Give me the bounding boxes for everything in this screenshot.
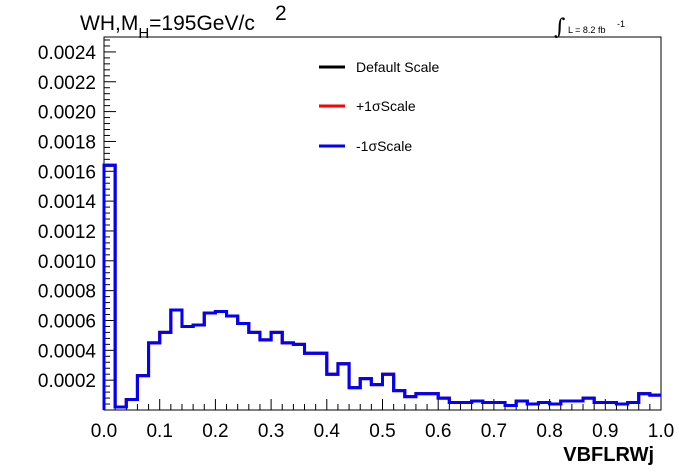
x-tick-label: 0.9 <box>592 421 618 442</box>
luminosity-superscript: -1 <box>617 19 625 29</box>
y-tick-label: 0.0020 <box>38 103 96 124</box>
x-tick-label: 0.8 <box>536 421 562 442</box>
y-tick-label: 0.0010 <box>38 252 96 273</box>
y-tick-label: 0.0016 <box>38 162 96 183</box>
legend: Default Scale +1σScale -1σScale <box>319 59 439 154</box>
x-tick-label: 1.0 <box>648 421 674 442</box>
y-tick-label: 0.0004 <box>38 341 97 362</box>
luminosity-label: ∫ L = 8.2 fb -1 <box>554 15 625 40</box>
x-tick-label: 0.0 <box>91 421 117 442</box>
integral-symbol: ∫ <box>554 15 566 40</box>
title-main: WH,M <box>80 12 138 35</box>
x-tick-label: 0.5 <box>369 421 395 442</box>
title-subscript: H <box>138 25 149 42</box>
x-tick-label: 0.3 <box>258 421 284 442</box>
y-tick-label: 0.0018 <box>38 132 96 153</box>
legend-label: -1σScale <box>356 138 412 154</box>
chart-title: WH,MH=195GeV/c 2 <box>80 2 287 42</box>
x-axis: 0.0 0.1 0.2 0.3 0.4 0.5 0.6 0.7 0.8 0.9 1.0 <box>91 399 674 442</box>
legend-label: +1σScale <box>356 98 416 114</box>
x-axis-label: VBFLRWj <box>563 444 654 466</box>
y-tick-label: 0.0022 <box>38 73 96 94</box>
x-tick-label: 0.2 <box>202 421 228 442</box>
x-tick-label: 0.6 <box>425 421 451 442</box>
y-tick-label: 0.0008 <box>38 282 96 303</box>
series-line-2 <box>102 163 661 410</box>
y-tick-label: 0.0002 <box>38 371 96 392</box>
y-axis: 0.0002 0.0004 0.0006 0.0008 0.0010 0.0012 0.00… <box>38 39 116 405</box>
x-tick-label: 0.7 <box>481 421 507 442</box>
series-layer <box>102 163 661 410</box>
luminosity-text: L = 8.2 fb <box>568 25 605 35</box>
y-tick-label: 0.0006 <box>38 311 96 332</box>
title-superscript: 2 <box>275 2 287 25</box>
x-tick-label: 0.1 <box>146 421 172 442</box>
x-tick-label: 0.4 <box>314 421 341 442</box>
svg-text:WH,MH=195GeV/c: WH,MH=195GeV/c <box>80 12 255 42</box>
title-rest: =195GeV/c <box>149 12 255 35</box>
plot-frame <box>103 36 662 411</box>
legend-label: Default Scale <box>356 59 439 75</box>
y-tick-label: 0.0014 <box>38 192 97 213</box>
y-tick-label: 0.0024 <box>38 43 97 64</box>
y-tick-label: 0.0012 <box>38 222 96 243</box>
